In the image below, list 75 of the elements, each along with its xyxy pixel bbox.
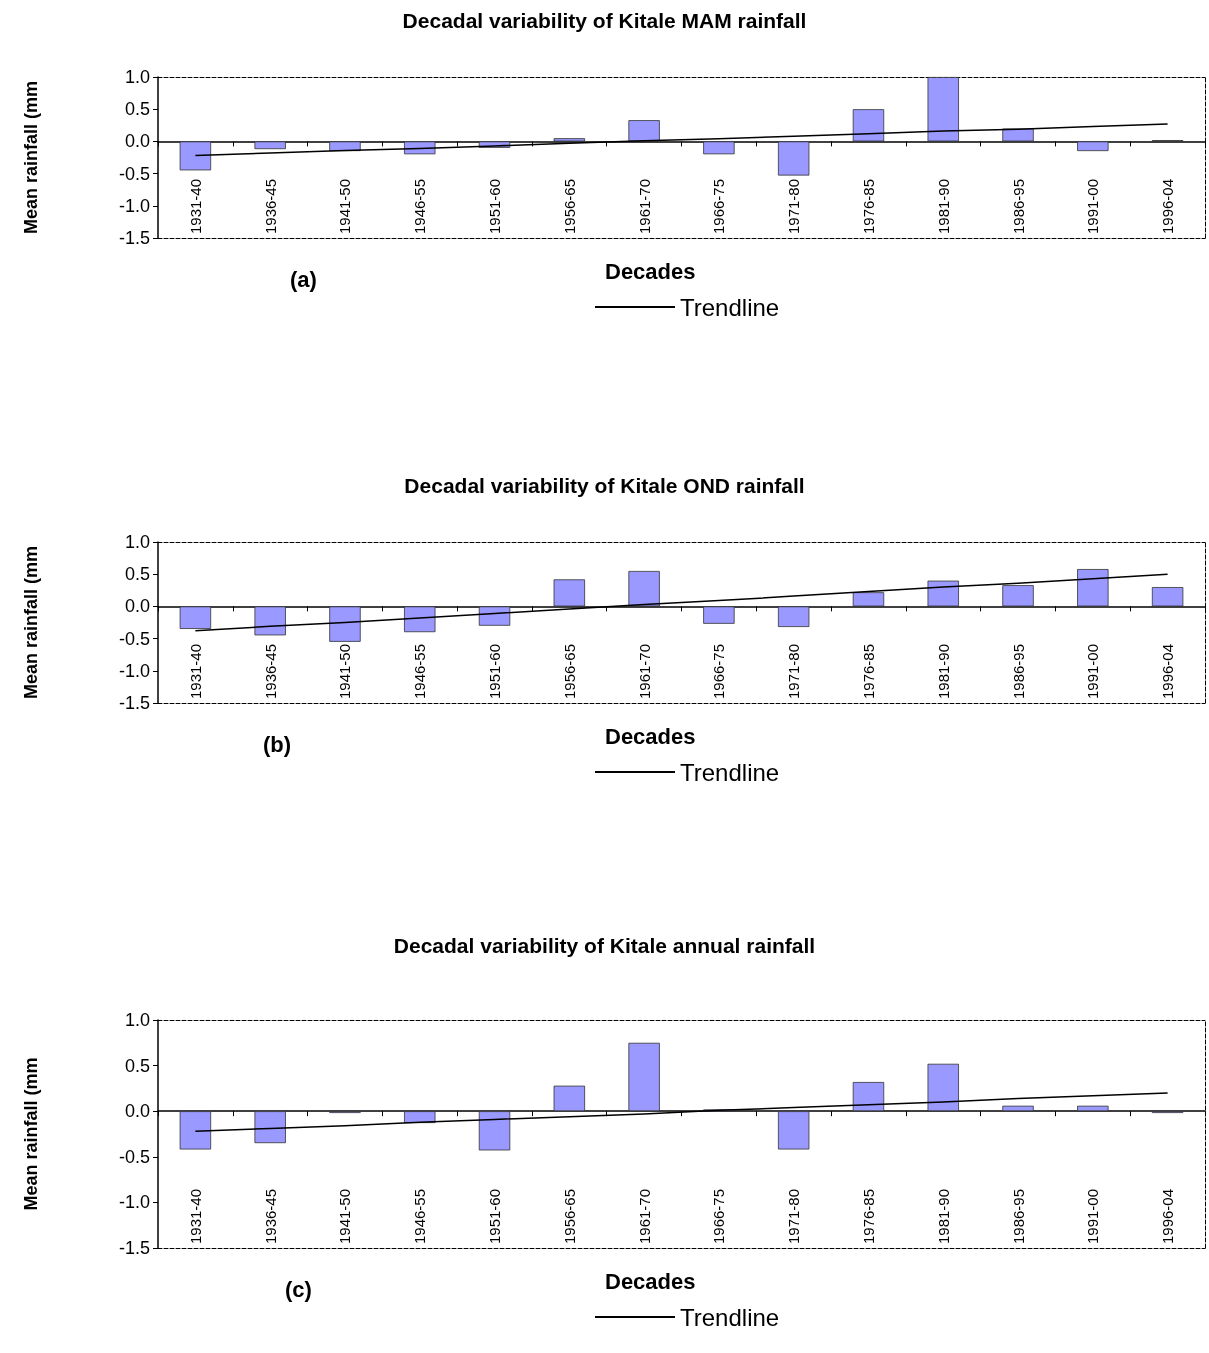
x-tick-label: 1966-75 [710,643,728,699]
y-axis-title: Mean rainfall (mm [21,1057,41,1211]
x-tick-label: 1946-55 [411,643,429,699]
y-tick-label: 0.0 [124,596,150,617]
x-tick-label: 1956-65 [560,1188,578,1244]
x-tick-label: 1986-95 [1009,178,1027,234]
y-tick-label: 0.5 [124,564,150,585]
y-tick-label: 0.5 [124,99,150,120]
text: (a) [290,266,317,292]
x-tick-label: 1971-80 [785,1188,803,1244]
y-tick-label: 1.0 [124,67,150,87]
x-tick-label: 1956-65 [560,643,578,699]
x-tick-label: 1966-75 [710,1188,728,1244]
text: (b) [263,731,292,757]
legend-label: Trendline [680,1303,780,1331]
x-tick-label: 1941-50 [336,178,354,234]
y-tick-label: -0.5 [118,628,150,649]
x-tick-label: 1981-90 [934,643,952,699]
x-axis-title: Decades [605,1268,696,1294]
text: (c) [285,1276,312,1302]
x-tick-label: 1946-55 [411,178,429,234]
y-axis-title: Mean rainfall (mm [21,545,41,700]
y-tick-label: 1.0 [124,1010,150,1030]
y-tick-label: -1.0 [118,1192,150,1213]
x-tick-label: 1986-95 [1009,643,1027,699]
x-tick-label: 1976-85 [859,178,877,234]
x-tick-label: 1956-65 [560,178,578,234]
x-tick-label: 1931-40 [186,643,204,699]
x-tick-label: 1951-60 [486,643,504,699]
x-tick-label: 1996-04 [1159,1188,1177,1244]
x-tick-label: 1981-90 [934,178,952,234]
x-axis-title: Decades [605,258,696,284]
legend-label: Trendline [680,293,780,321]
y-tick-label: -1.5 [118,1238,150,1258]
y-tick-label: -0.5 [118,163,150,184]
x-tick-label: 1941-50 [336,1188,354,1244]
x-tick-label: 1961-70 [635,1188,653,1244]
chart-title: Decadal variability of Kitale annual rainfall [393,934,816,957]
x-tick-label: 1951-60 [486,178,504,234]
y-tick-label: -1.0 [118,195,150,216]
x-tick-label: 1941-50 [336,643,354,699]
x-tick-label: 1996-04 [1159,178,1177,234]
x-tick-label: 1991-00 [1084,178,1102,234]
y-tick-label: 0.0 [124,1101,150,1122]
x-tick-label: 1931-40 [186,178,204,234]
y-tick-label: 1.0 [124,532,150,552]
legend-label: Trendline [680,758,780,786]
x-tick-label: 1936-45 [261,178,279,234]
x-tick-label: 1961-70 [635,178,653,234]
y-tick-label: -1.0 [118,660,150,681]
x-tick-label: 1976-85 [859,1188,877,1244]
x-tick-label: 1986-95 [1009,1188,1027,1244]
x-tick-label: 1976-85 [859,643,877,699]
x-tick-label: 1936-45 [261,1188,279,1244]
x-tick-label: 1936-45 [261,643,279,699]
chart-title: Decadal variability of Kitale OND rainfall [404,474,805,497]
x-tick-label: 1931-40 [186,1188,204,1244]
x-tick-label: 1946-55 [411,1188,429,1244]
x-tick-label: 1966-75 [710,178,728,234]
y-tick-label: -1.5 [118,228,150,248]
y-tick-label: 0.5 [124,1055,150,1076]
x-tick-label: 1971-80 [785,643,803,699]
x-tick-label: 1981-90 [934,1188,952,1244]
x-tick-label: 1961-70 [635,643,653,699]
y-tick-label: 0.0 [124,131,150,152]
x-tick-label: 1971-80 [785,178,803,234]
x-tick-label: 1996-04 [1159,643,1177,699]
x-axis-title: Decades [605,723,696,749]
x-tick-label: 1991-00 [1084,643,1102,699]
x-tick-label: 1951-60 [486,1188,504,1244]
y-tick-label: -0.5 [118,1146,150,1167]
chart-title: Decadal variability of Kitale MAM rainfall [402,9,807,32]
y-axis-title: Mean rainfall (mm [21,80,41,235]
y-tick-label: -1.5 [118,693,150,713]
x-tick-label: 1991-00 [1084,1188,1102,1244]
